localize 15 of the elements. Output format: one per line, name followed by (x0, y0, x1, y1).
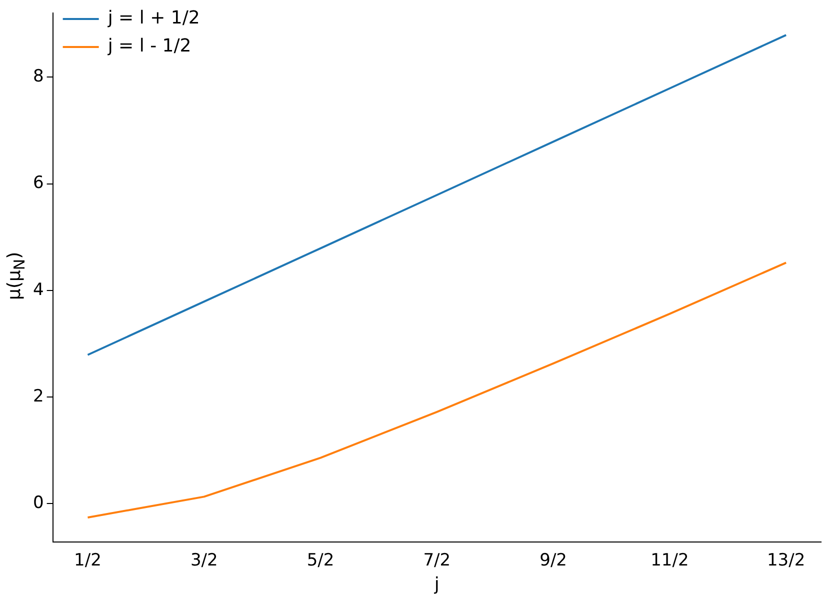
x-tick-label: 5/2 (306, 550, 334, 571)
legend-label: j = l - 1/2 (106, 36, 192, 57)
x-tick-label: 1/2 (74, 550, 102, 571)
x-tick-label: 3/2 (190, 550, 218, 571)
legend-label: j = l + 1/2 (106, 8, 200, 29)
y-tick-label: 4 (32, 280, 44, 300)
y-tick-label: 2 (32, 386, 44, 406)
x-tick-label: 13/2 (766, 550, 806, 571)
x-tick-label: 7/2 (423, 550, 451, 571)
y-tick-label: 6 (32, 173, 44, 194)
x-axis-title: j (433, 574, 440, 595)
x-tick-label: 11/2 (650, 550, 689, 571)
x-tick-label: 9/2 (540, 550, 567, 571)
y-tick-label: 0 (32, 493, 44, 514)
y-tick-label: 8 (32, 66, 44, 87)
